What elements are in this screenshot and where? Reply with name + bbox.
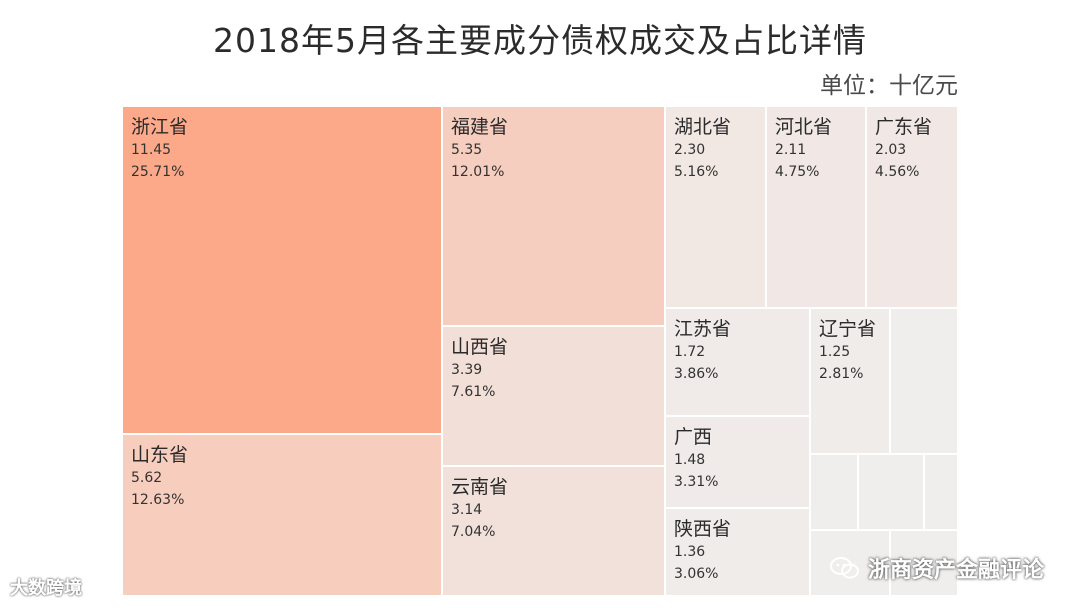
- tile-value: 5.62: [131, 470, 163, 486]
- tile-share: 3.31%: [674, 474, 719, 490]
- tile-share: 3.06%: [674, 566, 719, 582]
- tile-value: 2.03: [875, 142, 907, 158]
- treemap-tile-unlabeled: [858, 454, 924, 530]
- tile-value: 2.30: [674, 142, 706, 158]
- unit-label: 单位：十亿元: [820, 73, 958, 99]
- tile-value: 1.72: [674, 344, 706, 360]
- tile-value: 11.45: [131, 142, 172, 158]
- treemap-tile-unlabeled: [810, 454, 858, 530]
- tile-name: 广东省: [875, 116, 933, 138]
- treemap-tile-山西省: 山西省 3.39 7.61%: [442, 326, 665, 466]
- tile-value: 2.11: [775, 142, 807, 158]
- treemap-tile-浙江省: 浙江省 11.45 25.71%: [122, 106, 442, 434]
- treemap-tile-广东省: 广东省 2.03 4.56%: [866, 106, 958, 308]
- tile-value: 3.39: [451, 362, 483, 378]
- tile-share: 4.75%: [775, 164, 820, 180]
- watermark-right-text: 浙商资产金融评论: [867, 558, 1044, 583]
- tile-label: 山东省 5.62 12.63%: [131, 443, 188, 511]
- tile-name: 江苏省: [674, 318, 732, 340]
- chart-title: 2018年5月各主要成分债权成交及占比详情: [213, 21, 867, 60]
- tile-label: 湖北省 2.30 5.16%: [674, 115, 731, 183]
- tile-share: 3.86%: [674, 366, 719, 382]
- tile-share: 5.16%: [674, 164, 719, 180]
- tile-label: 浙江省 11.45 25.71%: [131, 115, 188, 183]
- treemap-tile-福建省: 福建省 5.35 12.01%: [442, 106, 665, 326]
- treemap-tile-江苏省: 江苏省 1.72 3.86%: [665, 308, 810, 416]
- wechat-icon: [829, 557, 859, 579]
- tile-label: 河北省 2.11 4.75%: [775, 115, 832, 183]
- watermark-left-text: 大数跨境: [10, 578, 82, 599]
- tile-name: 陕西省: [674, 518, 732, 540]
- tile-share: 12.63%: [131, 492, 185, 508]
- treemap-tile-陕西省: 陕西省 1.36 3.06%: [665, 508, 810, 596]
- treemap-tile-辽宁省: 辽宁省 1.25 2.81%: [810, 308, 890, 454]
- tile-share: 12.01%: [451, 164, 505, 180]
- treemap-tile-河北省: 河北省 2.11 4.75%: [766, 106, 866, 308]
- tile-share: 25.71%: [131, 164, 185, 180]
- tile-share: 7.04%: [451, 524, 496, 540]
- tile-name: 云南省: [451, 476, 509, 498]
- tile-share: 7.61%: [451, 384, 496, 400]
- tile-name: 湖北省: [674, 116, 732, 138]
- tile-value: 3.14: [451, 502, 483, 518]
- tile-share: 4.56%: [875, 164, 920, 180]
- tile-label: 广东省 2.03 4.56%: [875, 115, 932, 183]
- watermark-right: 浙商资产金融评论: [829, 552, 1044, 584]
- treemap-tile-unlabeled: [924, 454, 958, 530]
- treemap-tile-unlabeled: [810, 530, 890, 596]
- tile-value: 1.25: [819, 344, 851, 360]
- tile-label: 广西 1.48 3.31%: [674, 425, 718, 493]
- tile-name: 浙江省: [131, 116, 189, 138]
- tile-label: 辽宁省 1.25 2.81%: [819, 317, 876, 385]
- watermark-left: 大数跨境: [10, 574, 82, 600]
- tile-name: 辽宁省: [819, 318, 877, 340]
- treemap-tile-云南省: 云南省 3.14 7.04%: [442, 466, 665, 596]
- tile-share: 2.81%: [819, 366, 864, 382]
- treemap-tile-unlabeled: [890, 308, 958, 454]
- treemap-tile-广西: 广西 1.48 3.31%: [665, 416, 810, 508]
- tile-value: 5.35: [451, 142, 483, 158]
- treemap-tile-unlabeled: [890, 530, 958, 596]
- tile-label: 陕西省 1.36 3.06%: [674, 517, 731, 585]
- tile-name: 福建省: [451, 116, 509, 138]
- treemap-tile-湖北省: 湖北省 2.30 5.16%: [665, 106, 766, 308]
- tile-name: 山西省: [451, 336, 509, 358]
- tile-label: 江苏省 1.72 3.86%: [674, 317, 731, 385]
- tile-label: 云南省 3.14 7.04%: [451, 475, 508, 543]
- treemap-tile-山东省: 山东省 5.62 12.63%: [122, 434, 442, 596]
- tile-label: 福建省 5.35 12.01%: [451, 115, 508, 183]
- tile-name: 广西: [674, 426, 713, 448]
- tile-name: 河北省: [775, 116, 833, 138]
- tile-value: 1.48: [674, 452, 706, 468]
- tile-name: 山东省: [131, 444, 189, 466]
- tile-label: 山西省 3.39 7.61%: [451, 335, 508, 403]
- tile-value: 1.36: [674, 544, 706, 560]
